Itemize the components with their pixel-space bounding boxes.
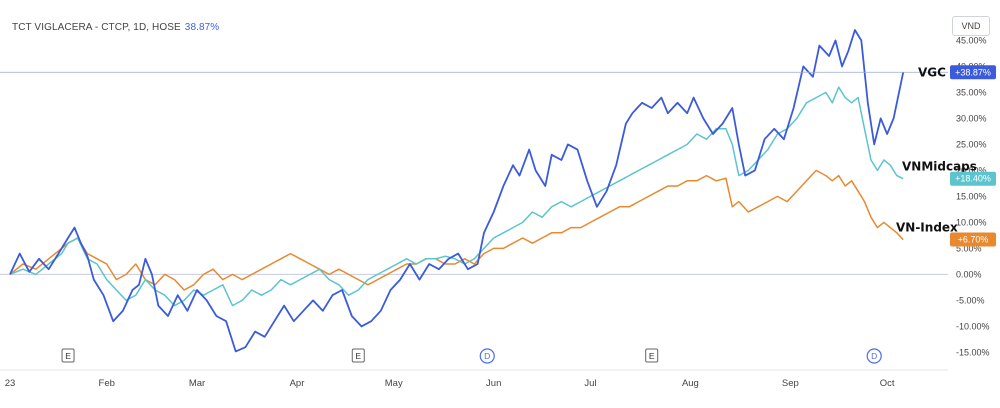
x-tick-label: Jul: [584, 378, 596, 389]
last-value-badge: [950, 232, 996, 247]
dividend-event-marker: [866, 348, 882, 364]
y-tick-label: -15.00%: [956, 347, 990, 357]
change-percent: 38.87%: [184, 22, 220, 33]
x-tick-label: Apr: [290, 378, 305, 389]
last-value-badge-text: +38.87%: [955, 67, 991, 77]
last-value-badge-text: +6.70%: [958, 235, 989, 245]
y-tick-label: 25.00%: [956, 139, 987, 149]
dividend-event-marker: [479, 348, 495, 364]
x-tick-label: Oct: [880, 378, 895, 389]
series-name-label: VNMidcaps: [902, 160, 977, 174]
earnings-event-marker: [351, 348, 365, 363]
symbol-title: TCT VIGLACERA - CTCP, 1D, HOSE: [12, 22, 181, 33]
event-marker-label: E: [65, 351, 71, 361]
event-marker-label: D: [871, 351, 877, 361]
y-tick-label: 30.00%: [956, 113, 987, 123]
earnings-event-marker: [61, 348, 75, 363]
last-value-badge: [950, 171, 996, 186]
series-line-vn-index: [9, 169, 904, 291]
y-tick-label: 20.00%: [956, 165, 987, 175]
y-tick-label: 45.00%: [956, 35, 987, 45]
y-tick-label: 5.00%: [956, 243, 982, 253]
last-value-badge-text: +18.40%: [955, 174, 991, 184]
series-name-label: VGC: [918, 65, 946, 79]
y-tick-label: -5.00%: [956, 295, 985, 305]
y-tick-label: -10.00%: [956, 321, 990, 331]
event-marker-label: D: [484, 351, 490, 361]
event-marker-label: E: [649, 351, 655, 361]
earnings-event-marker: [645, 348, 659, 363]
chart-title: TCT VIGLACERA - CTCP, 1D, HOSE 38.87%: [12, 22, 219, 33]
y-tick-label: 15.00%: [956, 191, 987, 201]
y-tick-label: 0.00%: [956, 269, 982, 279]
x-tick-label: Mar: [189, 378, 205, 389]
x-tick-label: 23: [5, 378, 16, 389]
x-tick-label: Sep: [782, 378, 799, 389]
x-tick-label: Aug: [682, 378, 699, 389]
series-name-label: VN-Index: [896, 221, 958, 235]
x-tick-label: May: [385, 378, 403, 389]
x-tick-label: Jun: [486, 378, 501, 389]
y-tick-label: 10.00%: [956, 217, 987, 227]
event-marker-label: E: [355, 351, 361, 361]
series-line-vgc: [9, 29, 905, 353]
series-line-vnmidcaps: [9, 86, 904, 307]
x-tick-label: Feb: [99, 378, 115, 389]
y-tick-label: 35.00%: [956, 87, 987, 97]
last-value-badge: [950, 65, 996, 80]
currency-unit-button[interactable]: VND: [952, 16, 990, 36]
